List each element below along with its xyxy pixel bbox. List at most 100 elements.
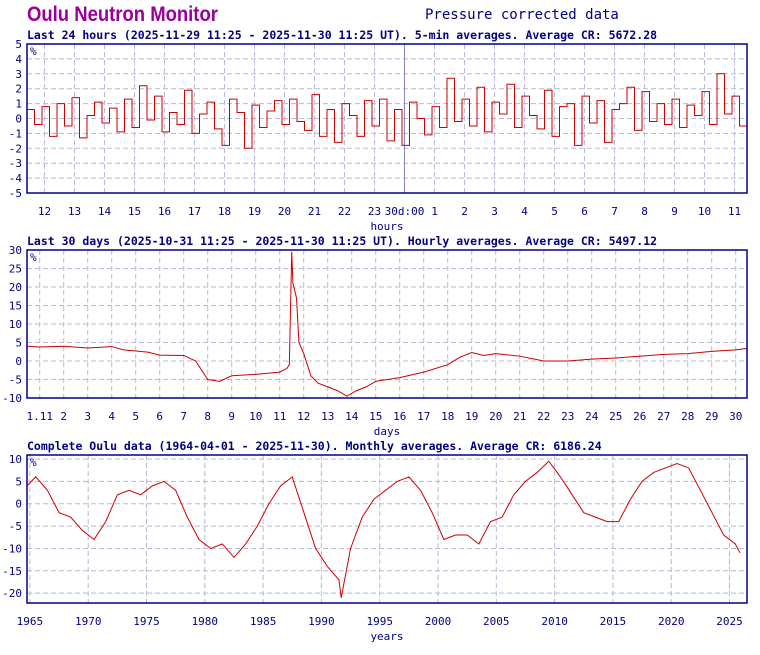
x-tick-label: 8 xyxy=(204,410,211,423)
x-tick-label: 30d:00 xyxy=(385,205,425,218)
x-tick-label: 10 xyxy=(249,410,262,423)
x-tick-label: 15 xyxy=(128,205,141,218)
x-tick-label: 2020 xyxy=(658,615,685,628)
x-tick-label: 6 xyxy=(156,410,163,423)
x-tick-label: 18 xyxy=(441,410,454,423)
chart-title: Complete Oulu data (1964-04-01 - 2025-11… xyxy=(27,439,602,453)
x-tick-label: 9 xyxy=(228,410,235,423)
x-tick-label: 13 xyxy=(321,410,334,423)
x-tick-label: 24 xyxy=(585,410,599,423)
x-tick-label: 1 xyxy=(431,205,438,218)
y-tick-label: 0 xyxy=(15,355,22,368)
x-tick-label: 9 xyxy=(671,205,678,218)
y-tick-label: -5 xyxy=(9,520,22,533)
y-tick-label: -5 xyxy=(9,374,22,387)
y-tick-label: 20 xyxy=(9,281,22,294)
x-tick-label: 18 xyxy=(218,205,231,218)
plot-frame xyxy=(26,249,748,399)
y-tick-label: -3 xyxy=(9,157,22,170)
x-tick-label: 25 xyxy=(609,410,622,423)
x-tick-label: 11 xyxy=(728,205,741,218)
chart-title: Last 24 hours (2025-11-29 11:25 - 2025-1… xyxy=(27,28,657,42)
x-tick-label: 11 xyxy=(273,410,286,423)
y-tick-label: 5 xyxy=(15,38,22,51)
x-tick-label: 2 xyxy=(60,410,67,423)
x-tick-label: 1985 xyxy=(250,615,277,628)
y-axis-label: % xyxy=(30,251,37,264)
x-tick-label: 8 xyxy=(641,205,648,218)
x-tick-label: 5 xyxy=(132,410,139,423)
data-series xyxy=(26,251,748,397)
x-tick-label: 21 xyxy=(513,410,526,423)
x-tick-label: 22 xyxy=(537,410,550,423)
x-tick-label: 23 xyxy=(368,205,381,218)
x-tick-label: 26 xyxy=(633,410,646,423)
plot-frame xyxy=(26,454,748,604)
y-tick-label: 3 xyxy=(15,68,22,81)
x-tick-label: 2 xyxy=(461,205,468,218)
x-tick-label: 1.11 xyxy=(26,410,53,423)
y-tick-label: 15 xyxy=(9,300,22,313)
x-tick-label: 19 xyxy=(248,205,261,218)
x-tick-label: 2005 xyxy=(483,615,510,628)
x-tick-label: 1995 xyxy=(366,615,393,628)
y-tick-label: 5 xyxy=(15,475,22,488)
x-tick-label: 12 xyxy=(297,410,310,423)
y-axis-label: % xyxy=(30,45,37,58)
plot-frame xyxy=(26,43,748,194)
x-tick-label: 16 xyxy=(393,410,406,423)
x-tick-label: 2015 xyxy=(600,615,627,628)
x-tick-label: 2010 xyxy=(541,615,568,628)
x-tick-label: 28 xyxy=(681,410,694,423)
x-tick-label: 19 xyxy=(465,410,478,423)
chart-title: Last 30 days (2025-10-31 11:25 - 2025-11… xyxy=(27,234,657,248)
x-tick-label: 22 xyxy=(338,205,351,218)
y-tick-label: 5 xyxy=(15,337,22,350)
x-tick-label: 3 xyxy=(84,410,91,423)
x-tick-label: 30 xyxy=(729,410,742,423)
x-tick-label: 4 xyxy=(521,205,528,218)
y-tick-label: 25 xyxy=(9,263,22,276)
y-tick-label: 10 xyxy=(9,318,22,331)
x-tick-label: 1970 xyxy=(75,615,102,628)
x-tick-label: 23 xyxy=(561,410,574,423)
x-tick-label: 3 xyxy=(491,205,498,218)
x-tick-label: 6 xyxy=(581,205,588,218)
y-tick-label: -20 xyxy=(2,587,22,600)
y-tick-label: -2 xyxy=(9,142,22,155)
y-tick-label: -4 xyxy=(9,172,23,185)
x-tick-label: 17 xyxy=(417,410,430,423)
y-tick-label: 4 xyxy=(15,53,22,66)
y-tick-label: -10 xyxy=(2,542,22,555)
x-tick-label: 20 xyxy=(278,205,291,218)
y-tick-label: -15 xyxy=(2,565,22,578)
page-subtitle: Pressure corrected data xyxy=(425,7,619,23)
x-tick-label: 13 xyxy=(68,205,81,218)
x-tick-label: 17 xyxy=(188,205,201,218)
y-tick-label: 2 xyxy=(15,83,22,96)
y-tick-label: -1 xyxy=(9,127,22,140)
x-axis-label: hours xyxy=(370,220,403,233)
x-tick-label: 1990 xyxy=(308,615,335,628)
y-tick-label: 0 xyxy=(15,113,22,126)
y-tick-label: 1 xyxy=(15,98,22,111)
y-tick-label: 30 xyxy=(9,244,22,257)
y-tick-label: 10 xyxy=(9,453,22,466)
x-tick-label: 21 xyxy=(308,205,321,218)
data-series xyxy=(27,73,747,149)
x-tick-label: 1965 xyxy=(17,615,44,628)
x-tick-label: 7 xyxy=(180,410,187,423)
x-tick-label: 12 xyxy=(38,205,51,218)
x-tick-label: 14 xyxy=(345,410,359,423)
x-axis-label: days xyxy=(374,425,401,438)
data-series xyxy=(26,460,741,598)
x-tick-label: 2000 xyxy=(425,615,452,628)
x-tick-label: 15 xyxy=(369,410,382,423)
x-tick-label: 16 xyxy=(158,205,171,218)
y-axis-label: % xyxy=(30,456,37,469)
x-tick-label: 4 xyxy=(108,410,115,423)
x-tick-label: 20 xyxy=(489,410,502,423)
x-tick-label: 2025 xyxy=(716,615,743,628)
x-tick-label: 10 xyxy=(698,205,711,218)
